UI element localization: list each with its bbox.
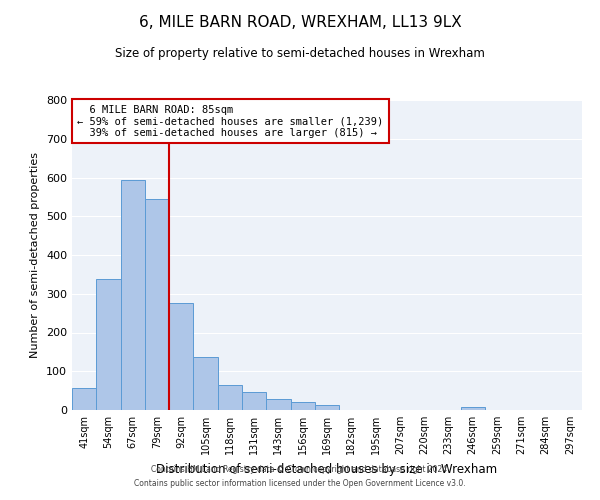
Y-axis label: Number of semi-detached properties: Number of semi-detached properties (31, 152, 40, 358)
Bar (145, 199, 169, 410)
Bar (218, 385, 242, 410)
X-axis label: Distribution of semi-detached houses by size in Wrexham: Distribution of semi-detached houses by … (157, 462, 497, 475)
Text: Contains HM Land Registry data © Crown copyright and database right 2024.
Contai: Contains HM Land Registry data © Crown c… (134, 466, 466, 487)
Text: 6, MILE BARN ROAD, WREXHAM, LL13 9LX: 6, MILE BARN ROAD, WREXHAM, LL13 9LX (139, 15, 461, 30)
Bar (266, 399, 290, 410)
Text: 6 MILE BARN ROAD: 85sqm
← 59% of semi-detached houses are smaller (1,239)
  39% : 6 MILE BARN ROAD: 85sqm ← 59% of semi-de… (77, 104, 383, 138)
Text: Size of property relative to semi-detached houses in Wrexham: Size of property relative to semi-detach… (115, 48, 485, 60)
Bar (315, 405, 339, 410)
Bar (290, 402, 315, 410)
Bar (72, 388, 96, 410)
Bar (461, 407, 485, 410)
Bar (121, 180, 145, 410)
Bar (96, 280, 121, 410)
Bar (193, 357, 218, 410)
Bar (169, 304, 193, 410)
Bar (242, 392, 266, 410)
